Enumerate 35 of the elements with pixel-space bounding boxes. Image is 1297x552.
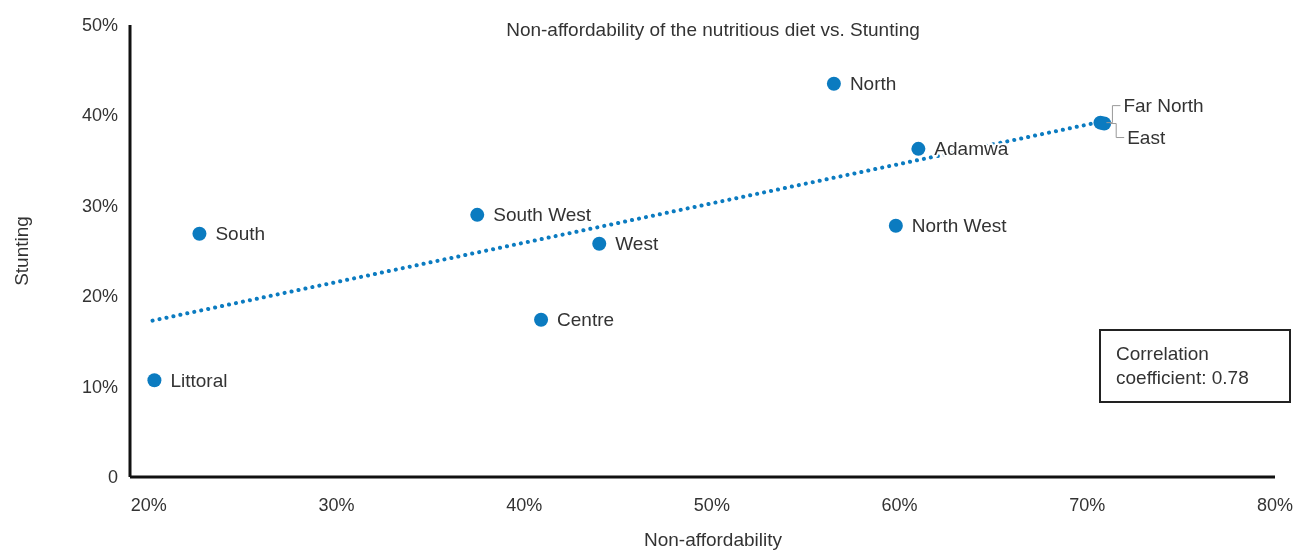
chart-title: Non-affordability of the nutritious diet vs. Stunting [506, 19, 920, 40]
x-tick-label: 40% [506, 495, 543, 515]
annotation: Centre [557, 309, 615, 331]
annotation: Far North [1123, 95, 1204, 117]
annotation: South West [493, 204, 592, 226]
y-tick-label: 0 [107, 467, 118, 487]
annotation: North West [911, 215, 1008, 237]
point [470, 207, 485, 222]
point [888, 218, 903, 233]
x-tick-label: 70% [1069, 495, 1106, 515]
point [592, 236, 607, 251]
y-tick-label: 20% [81, 286, 118, 307]
x-tick-label: 60% [881, 495, 918, 515]
annotation: South [215, 223, 266, 245]
annotation: North [849, 73, 897, 95]
y-tick-label: 40% [81, 105, 118, 126]
text-box: Correlation coefficient: 0.78 [1099, 329, 1291, 403]
point [534, 312, 549, 327]
annotation: Correlation coefficient: 0.78 [1116, 343, 1249, 388]
y-axis-title: Stunting [11, 216, 32, 286]
x-tick-label: 50% [693, 495, 730, 515]
x-axis-title: Non-affordability [643, 529, 783, 550]
x-tick-label: 80% [1256, 495, 1294, 515]
x-tick-label: 20% [130, 495, 167, 515]
point [826, 76, 841, 91]
y-tick-label: 30% [81, 195, 118, 216]
annotation: West [615, 233, 659, 255]
point [911, 141, 926, 156]
y-tick-label: 10% [81, 376, 118, 397]
x-tick-label: 30% [318, 495, 355, 515]
point [192, 226, 207, 241]
y-tick-label: 50% [81, 15, 118, 35]
annotation: East [1127, 127, 1166, 149]
point [147, 373, 162, 388]
annotation: Littoral [170, 369, 228, 391]
